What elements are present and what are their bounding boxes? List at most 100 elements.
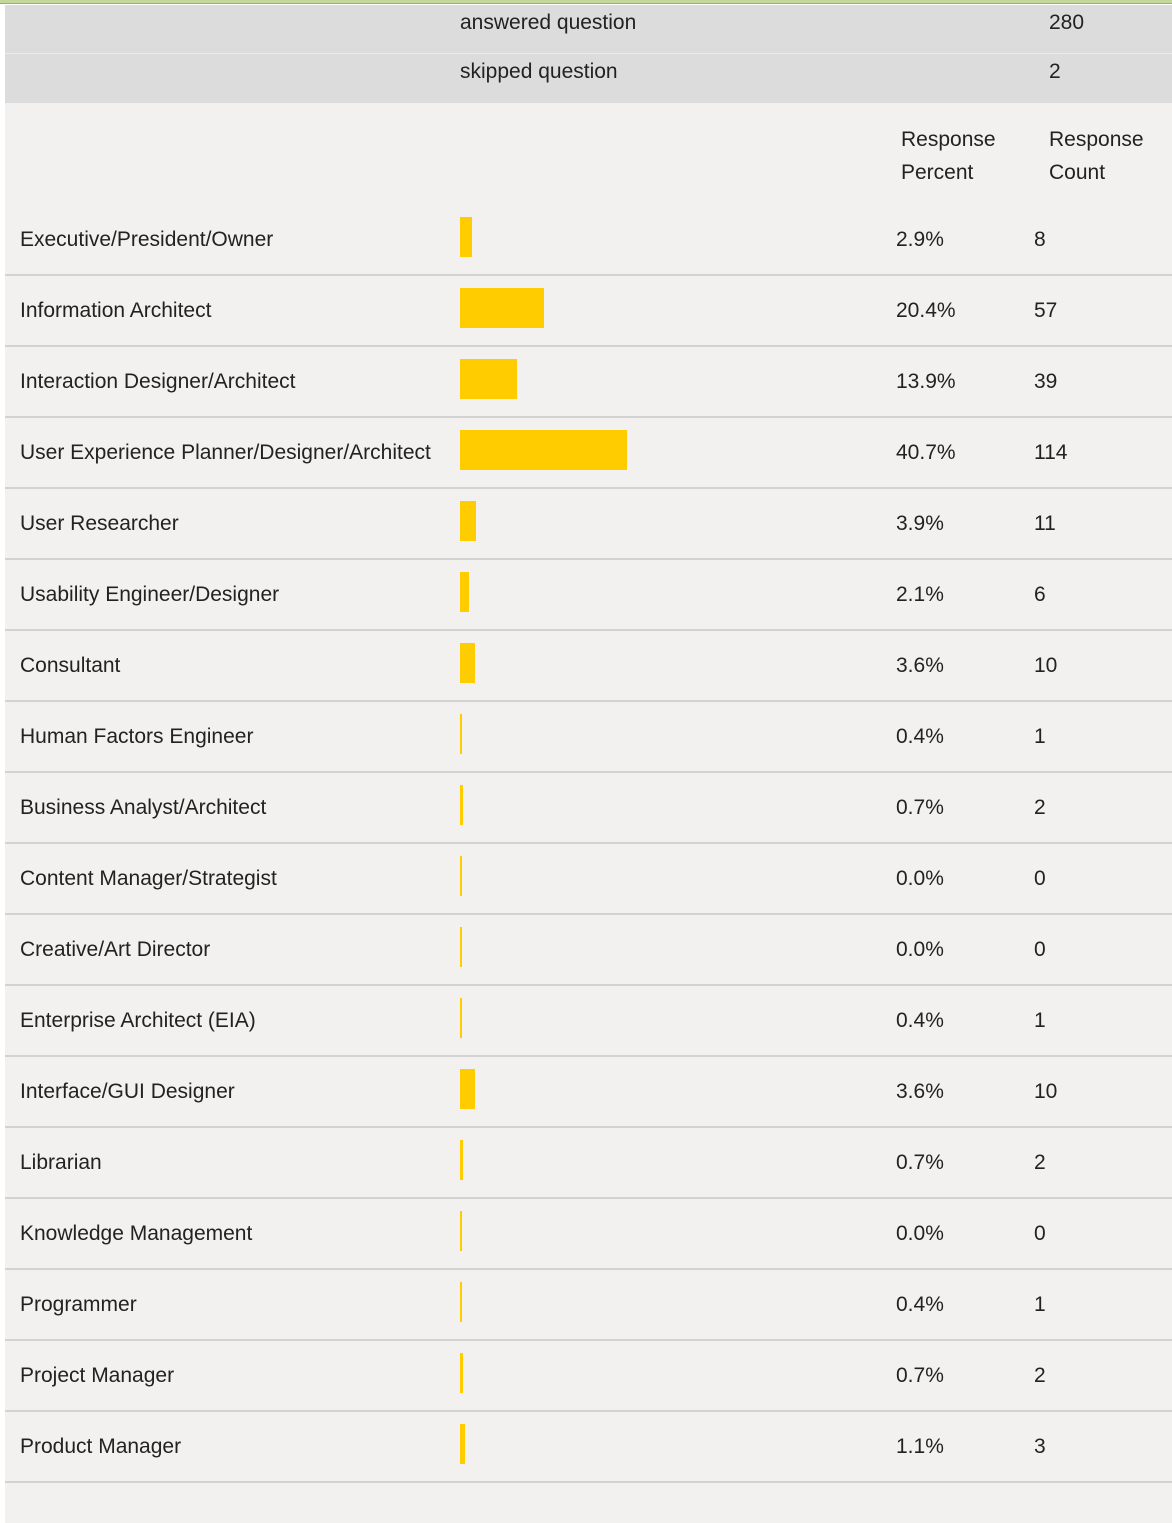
bar-cell — [445, 631, 886, 683]
response-count: 39 — [1034, 369, 1058, 393]
response-count: 1 — [1034, 1292, 1046, 1316]
bar — [460, 359, 517, 399]
bar-cell — [445, 347, 886, 399]
bar — [460, 856, 462, 896]
summary-row: skipped question 2 — [5, 54, 1172, 102]
row-label: Usability Engineer/Designer — [20, 582, 280, 606]
bar-cell — [445, 702, 886, 754]
bar — [460, 1424, 465, 1464]
bar-cell — [445, 1199, 886, 1251]
bar — [460, 288, 544, 328]
response-count: 2 — [1034, 1150, 1046, 1174]
response-count: 114 — [1034, 440, 1068, 464]
bar — [460, 785, 463, 825]
response-percent: 3.6% — [896, 1079, 944, 1103]
summary-count: 280 — [1049, 11, 1085, 34]
bar-cell — [445, 560, 886, 612]
row-label: Business Analyst/Architect — [20, 795, 267, 819]
row-label: Information Architect — [20, 298, 212, 322]
row-label: Programmer — [20, 1292, 137, 1316]
summary-count: 2 — [1049, 60, 1061, 83]
row-label: Interaction Designer/Architect — [20, 369, 296, 393]
bar-cell — [445, 773, 886, 825]
row-label: Knowledge Management — [20, 1221, 253, 1245]
response-count: 2 — [1034, 1363, 1046, 1387]
row-label: Interface/GUI Designer — [20, 1079, 235, 1103]
response-percent: 20.4% — [896, 298, 956, 322]
result-row: Interface/GUI Designer 3.6% 10 — [5, 1057, 1172, 1128]
summary-row: answered question 280 — [5, 5, 1172, 54]
result-row: User Researcher 3.9% 11 — [5, 489, 1172, 560]
bar — [460, 217, 472, 257]
response-percent: 0.4% — [896, 1292, 944, 1316]
result-row: Librarian 0.7% 2 — [5, 1128, 1172, 1199]
bar-cell — [445, 489, 886, 541]
bar-cell — [445, 1128, 886, 1180]
row-label: Human Factors Engineer — [20, 724, 254, 748]
response-percent: 13.9% — [896, 369, 956, 393]
result-row: Product Manager 1.1% 3 — [5, 1412, 1172, 1483]
result-row: Business Analyst/Architect 0.7% 2 — [5, 773, 1172, 844]
bar — [460, 927, 462, 967]
response-count: 2 — [1034, 795, 1046, 819]
bar — [460, 998, 462, 1038]
bar — [460, 572, 469, 612]
response-count: 57 — [1034, 298, 1058, 322]
response-percent: 1.1% — [896, 1434, 944, 1458]
result-row: Interaction Designer/Architect 13.9% 39 — [5, 347, 1172, 418]
response-percent: 0.7% — [896, 1363, 944, 1387]
response-count: 1 — [1034, 724, 1046, 748]
row-label: Librarian — [20, 1150, 102, 1174]
response-count: 11 — [1034, 511, 1056, 535]
bar — [460, 1353, 463, 1393]
result-row: Project Manager 0.7% 2 — [5, 1341, 1172, 1412]
bar — [460, 430, 627, 470]
response-count: 6 — [1034, 582, 1046, 606]
results-table: Response Percent Response Count Executiv… — [5, 103, 1172, 1523]
response-count: 0 — [1034, 866, 1046, 890]
response-count: 0 — [1034, 937, 1046, 961]
bar — [460, 501, 476, 541]
bar-cell — [445, 276, 886, 328]
result-row: Content Manager/Strategist 0.0% 0 — [5, 844, 1172, 915]
response-count: 10 — [1034, 1079, 1058, 1103]
response-percent: 0.0% — [896, 866, 944, 890]
row-label: Enterprise Architect (EIA) — [20, 1008, 256, 1032]
response-percent: 0.0% — [896, 937, 944, 961]
row-label: Executive/President/Owner — [20, 227, 274, 251]
response-percent: 2.1% — [896, 582, 944, 606]
result-row: Information Architect 20.4% 57 — [5, 276, 1172, 347]
row-label: Creative/Art Director — [20, 937, 211, 961]
result-row: Knowledge Management 0.0% 0 — [5, 1199, 1172, 1270]
row-label: User Experience Planner/Designer/Archite… — [20, 440, 431, 464]
bar — [460, 1211, 462, 1251]
bar-cell — [445, 205, 886, 257]
result-row: Usability Engineer/Designer 2.1% 6 — [5, 560, 1172, 631]
result-row: Executive/President/Owner 2.9% 8 — [5, 205, 1172, 276]
bar — [460, 1069, 475, 1109]
row-label: Content Manager/Strategist — [20, 866, 277, 890]
result-row: Enterprise Architect (EIA) 0.4% 1 — [5, 986, 1172, 1057]
response-percent: 0.4% — [896, 1008, 944, 1032]
response-percent: 2.9% — [896, 227, 944, 251]
summary-label: skipped question — [460, 60, 618, 83]
header-count: Response Count — [1049, 128, 1144, 184]
response-percent: 40.7% — [896, 440, 956, 464]
header-percent: Response Percent — [901, 128, 996, 184]
bar-cell — [445, 844, 886, 896]
bar-cell — [445, 1270, 886, 1322]
response-count: 8 — [1034, 227, 1046, 251]
table-header: Response Percent Response Count — [5, 103, 1172, 205]
response-percent: 3.9% — [896, 511, 944, 535]
row-label: Project Manager — [20, 1363, 175, 1387]
result-row: Creative/Art Director 0.0% 0 — [5, 915, 1172, 986]
result-row: Programmer 0.4% 1 — [5, 1270, 1172, 1341]
response-count: 0 — [1034, 1221, 1046, 1245]
bar — [460, 714, 462, 754]
bar-cell — [445, 915, 886, 967]
row-label: User Researcher — [20, 511, 179, 535]
result-row: User Experience Planner/Designer/Archite… — [5, 418, 1172, 489]
bar — [460, 643, 475, 683]
bar-cell — [445, 1412, 886, 1464]
